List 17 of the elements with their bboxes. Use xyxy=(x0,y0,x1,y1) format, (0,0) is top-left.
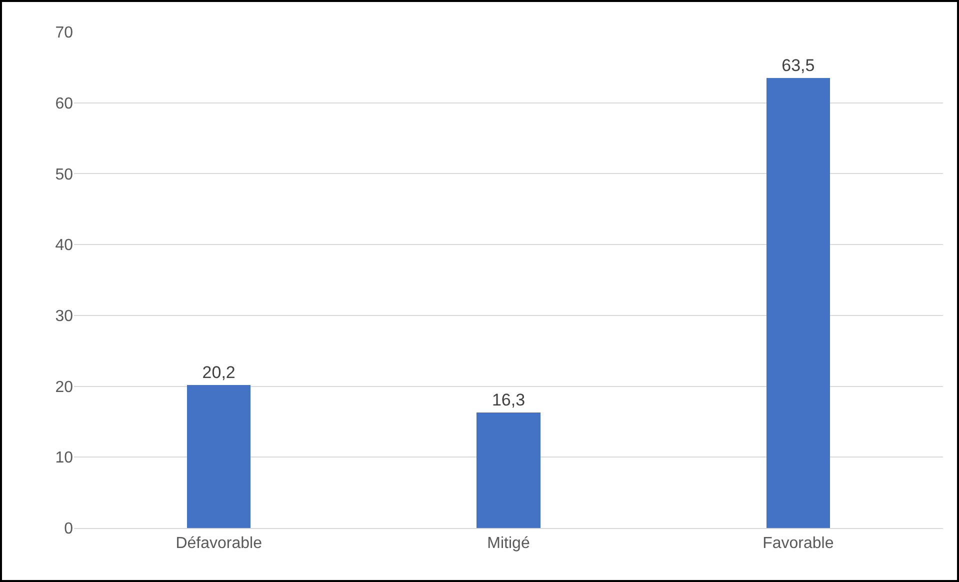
y-tick-label: 30 xyxy=(55,308,74,326)
x-tick-label: Favorable xyxy=(762,535,834,552)
bar xyxy=(186,384,251,528)
y-tick-label: 70 xyxy=(55,24,74,42)
x-tick-label: Mitigé xyxy=(487,535,530,552)
x-tick-label: Défavorable xyxy=(176,535,262,552)
y-tick-label: 0 xyxy=(64,520,74,538)
y-tick-label: 60 xyxy=(55,95,74,112)
y-tick-label: 10 xyxy=(55,450,74,467)
y-tick-label: 40 xyxy=(55,237,74,254)
y-tick-label: 50 xyxy=(55,166,74,184)
bar xyxy=(476,412,540,528)
bar xyxy=(766,78,830,528)
data-label: 20,2 xyxy=(202,362,236,382)
data-label: 16,3 xyxy=(492,390,526,410)
data-label: 63,5 xyxy=(782,56,815,76)
y-tick-label: 20 xyxy=(55,378,74,396)
